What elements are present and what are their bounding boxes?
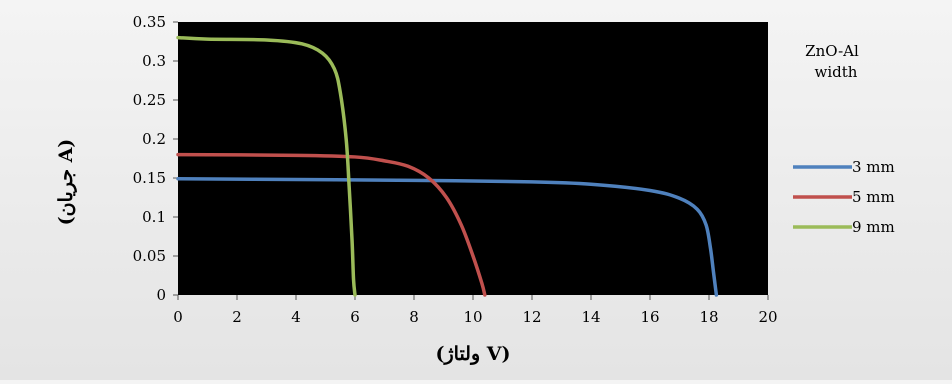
x-tick-label: 12 bbox=[522, 308, 541, 326]
y-tick-label: 0.2 bbox=[142, 130, 166, 148]
x-tick-label: 8 bbox=[409, 308, 419, 326]
x-tick-label: 4 bbox=[291, 308, 301, 326]
y-tick-label: 0.35 bbox=[133, 13, 166, 31]
legend: 3 mm 5 mm 9 mm bbox=[793, 158, 895, 236]
series-layer bbox=[176, 35, 719, 297]
y-tick-label: 0 bbox=[156, 286, 166, 304]
y-tick-label: 0.05 bbox=[133, 247, 166, 265]
y-axis-label: (جریان A) bbox=[55, 139, 77, 226]
legend-label-3-mm: 3 mm bbox=[852, 158, 895, 176]
y-tick-label: 0.25 bbox=[133, 91, 166, 109]
legend-subtitle: width bbox=[815, 63, 858, 81]
series-line-3-mm bbox=[176, 177, 719, 297]
x-tick-label: 10 bbox=[463, 308, 482, 326]
legend-label-9-mm: 9 mm bbox=[852, 218, 895, 236]
series-line-9-mm bbox=[176, 35, 357, 297]
x-tick-label: 0 bbox=[173, 308, 183, 326]
legend-title: ZnO-Al bbox=[805, 42, 859, 60]
y-tick-label: 0.15 bbox=[133, 169, 166, 187]
x-axis: 0 2 4 6 8 10 12 14 16 18 20 bbox=[173, 295, 778, 326]
x-axis-label: (ولتاژ V) bbox=[435, 343, 510, 365]
plot-area bbox=[178, 22, 768, 295]
x-tick-label: 6 bbox=[350, 308, 360, 326]
x-tick-label: 20 bbox=[758, 308, 777, 326]
x-tick-label: 16 bbox=[640, 308, 659, 326]
legend-label-5-mm: 5 mm bbox=[852, 188, 895, 206]
series-line-5-mm bbox=[176, 152, 487, 297]
y-tick-label: 0.1 bbox=[142, 208, 166, 226]
y-tick-label: 0.3 bbox=[142, 52, 166, 70]
x-tick-label: 2 bbox=[232, 308, 242, 326]
x-tick-label: 18 bbox=[699, 308, 718, 326]
y-axis: 0 0.05 0.1 0.15 0.2 0.25 0.3 0.35 bbox=[133, 13, 178, 304]
x-tick-label: 14 bbox=[581, 308, 600, 326]
